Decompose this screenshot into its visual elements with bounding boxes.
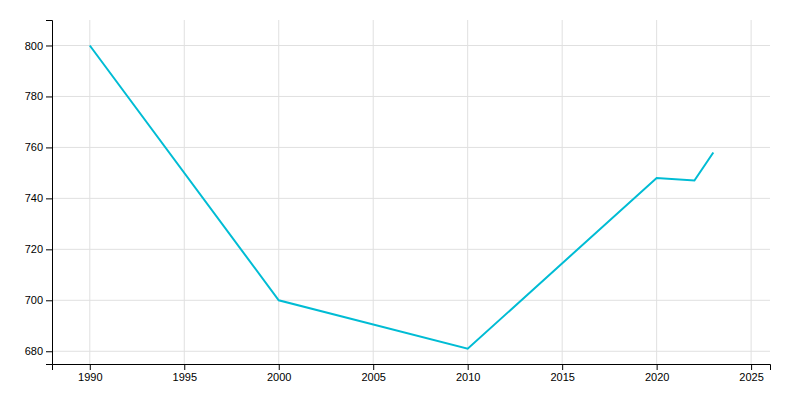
grid-line-y xyxy=(52,147,770,148)
tick: 680 xyxy=(25,345,52,357)
tick-label: 720 xyxy=(25,243,43,255)
grid-line-x xyxy=(89,20,90,364)
tick: 2005 xyxy=(361,364,385,383)
tick-label: 760 xyxy=(25,141,43,153)
grid xyxy=(52,20,770,364)
tick-label: 780 xyxy=(25,90,43,102)
tick-mark xyxy=(184,364,185,370)
tick-mark xyxy=(46,147,52,148)
tick: 2010 xyxy=(456,364,480,383)
tick-label: 800 xyxy=(25,40,43,52)
grid-line-y xyxy=(52,249,770,250)
tick-mark xyxy=(90,364,91,370)
tick-label: 680 xyxy=(25,345,43,357)
tick-mark xyxy=(279,364,280,370)
tick-mark xyxy=(46,351,52,352)
tick-label: 700 xyxy=(25,294,43,306)
tick: 740 xyxy=(25,192,52,204)
tick: 1995 xyxy=(173,364,197,383)
axis-line xyxy=(53,365,771,371)
grid-line-x xyxy=(184,20,185,364)
tick-label: 1995 xyxy=(173,371,197,383)
tick: 1990 xyxy=(78,364,102,383)
tick-label: 2020 xyxy=(645,371,669,383)
grid-line-y xyxy=(52,45,770,46)
tick-label: 2025 xyxy=(739,371,763,383)
tick-mark xyxy=(46,96,52,97)
grid-line-x xyxy=(278,20,279,364)
tick: 700 xyxy=(25,294,52,306)
axis-line xyxy=(46,21,53,365)
tick: 800 xyxy=(25,40,52,52)
tick-label: 2000 xyxy=(267,371,291,383)
chart: 1990 1995 2000 2005 2010 2015 2020 2025 680 700 72… xyxy=(0,0,800,400)
tick: 760 xyxy=(25,141,52,153)
grid-line-x xyxy=(751,20,752,364)
tick-label: 2005 xyxy=(361,371,385,383)
tick-mark xyxy=(562,364,563,370)
tick: 2015 xyxy=(550,364,574,383)
tick-label: 740 xyxy=(25,192,43,204)
tick-mark xyxy=(373,364,374,370)
tick-mark xyxy=(751,364,752,370)
grid-line-y xyxy=(52,96,770,97)
line xyxy=(90,45,714,348)
tick: 2000 xyxy=(267,364,291,383)
tick-label: 2015 xyxy=(550,371,574,383)
grid-line-x xyxy=(373,20,374,364)
grid-line-y xyxy=(52,351,770,352)
grid-line-y xyxy=(52,198,770,199)
grid-line-y xyxy=(52,300,770,301)
tick-label: 2010 xyxy=(456,371,480,383)
tick-mark xyxy=(46,249,52,250)
tick-mark xyxy=(46,45,52,46)
tick-mark xyxy=(46,300,52,301)
tick: 720 xyxy=(25,243,52,255)
tick-mark xyxy=(468,364,469,370)
tick: 2020 xyxy=(645,364,669,383)
y-axis: 680 700 720 740 760 780 800 xyxy=(25,21,53,365)
tick-mark xyxy=(657,364,658,370)
grid-line-x xyxy=(562,20,563,364)
x-axis: 1990 1995 2000 2005 2010 2015 2020 2025 xyxy=(53,364,771,383)
grid-line-x xyxy=(467,20,468,364)
tick-mark xyxy=(46,198,52,199)
marks xyxy=(90,45,714,348)
tick: 780 xyxy=(25,90,52,102)
plot: 1990 1995 2000 2005 2010 2015 2020 2025 680 700 72… xyxy=(25,20,771,383)
tick-label: 1990 xyxy=(78,371,102,383)
grid-line-x xyxy=(656,20,657,364)
tick: 2025 xyxy=(739,364,763,383)
